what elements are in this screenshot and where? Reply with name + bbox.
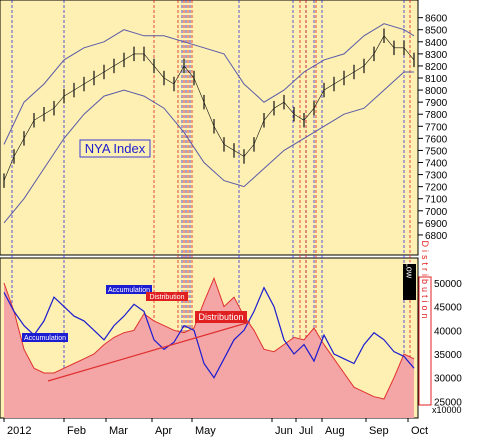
x-tick-label-3: Apr	[155, 425, 172, 437]
x-tick-label-6: Jul	[299, 425, 313, 437]
price-series	[3, 23, 415, 224]
low-label: Low	[405, 262, 415, 279]
price-tick-label-12: 8000	[425, 86, 448, 97]
price-tick-label-3: 7100	[425, 195, 448, 206]
x-tick-label-4: May	[195, 425, 216, 437]
indicator-tick-label-3: 40000	[434, 326, 462, 337]
accumulation-label-box	[106, 285, 152, 294]
x-tick-label-8: Sep	[369, 425, 389, 437]
title-box	[79, 139, 151, 158]
distribution-vertical-label: Distribution	[420, 240, 430, 321]
price-line	[3, 35, 415, 181]
price-tick-label-14: 8200	[425, 62, 448, 73]
price-tick-label-10: 7800	[425, 110, 448, 121]
indicator-tick-label-0: 25000	[434, 397, 462, 408]
price-tick-label-8: 7600	[425, 134, 448, 145]
x-axis: 2012 Feb Mar Apr May Jun Jul Aug Sep Oct	[3, 418, 428, 437]
price-tick-label-9: 7700	[425, 122, 448, 133]
accumulation-trend-line	[47, 321, 251, 382]
accumulation-label-2: Accumulation	[24, 335, 66, 342]
price-tick-label-2: 7000	[425, 207, 448, 218]
distribution-label-box-2	[195, 311, 247, 323]
indicator-tick-label-5: 50000	[434, 279, 462, 290]
price-tick-label-15: 8300	[425, 50, 448, 61]
indicator-tick-label-1: 30000	[434, 374, 462, 385]
chart-title: NYA Index	[85, 141, 146, 156]
low-box	[403, 264, 416, 300]
distribution-vertical-box	[418, 276, 432, 406]
price-tick-label-1: 6900	[425, 219, 448, 230]
price-tick-label-6: 7400	[425, 159, 448, 170]
price-tick-label-4: 7200	[425, 183, 448, 194]
price-panel-background	[0, 0, 419, 256]
price-tick-label-11: 7900	[425, 98, 448, 109]
indicator-tick-label-2: 35000	[434, 350, 462, 361]
upper-bollinger-band	[3, 23, 415, 145]
distribution-area	[4, 278, 414, 418]
y-multiplier-label: x10000	[432, 405, 462, 415]
price-tick-label-16: 8400	[425, 38, 448, 49]
price-tick-label-5: 7300	[425, 171, 448, 182]
accumulation-line	[3, 286, 415, 379]
x-tick-label-5: Jun	[275, 425, 293, 437]
price-tick-label-17: 8500	[425, 26, 448, 37]
x-tick-label-2: Mar	[109, 425, 128, 437]
x-tick-label-0: 2012	[7, 425, 31, 437]
distribution-label-box	[146, 292, 188, 301]
accumulation-label-box-2	[22, 333, 68, 342]
distribution-line	[3, 276, 415, 400]
indicator-tick-label-4: 45000	[434, 303, 462, 314]
indicator-series	[3, 276, 415, 418]
x-tick-label-9: Oct	[411, 425, 428, 437]
distribution-label-2: Distribution	[198, 312, 243, 322]
accumulation-label: Accumulation	[108, 287, 150, 294]
lower-bollinger-band	[3, 71, 414, 224]
x-tick-label-1: Feb	[67, 425, 86, 437]
x-tick-label-7: Aug	[325, 425, 345, 437]
price-tick-label-18: 8600	[425, 14, 448, 25]
price-tick-label-13: 8100	[425, 74, 448, 85]
price-tick-label-7: 7500	[425, 146, 448, 157]
distribution-label: Distribution	[149, 294, 184, 301]
price-tick-label-0: 6800	[425, 231, 448, 242]
